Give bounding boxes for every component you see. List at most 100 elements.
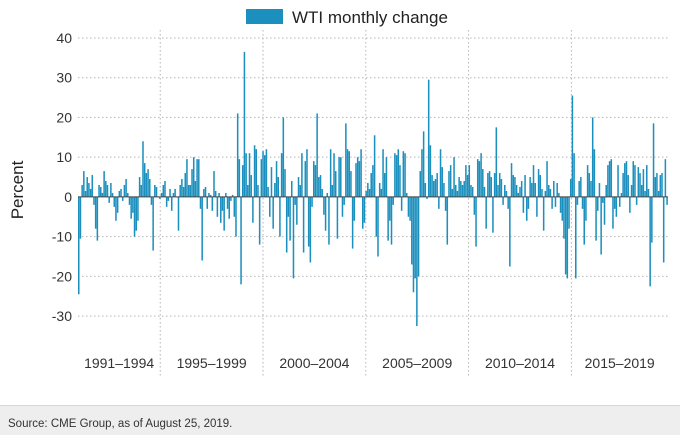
bar [485,196,487,229]
bar [507,196,509,209]
bar [613,196,616,209]
bar [657,190,660,197]
bar [460,181,462,197]
bar [600,196,602,255]
bar [480,153,482,197]
bar [618,196,621,207]
bar [382,149,384,197]
bar [130,196,132,219]
bar [578,181,580,197]
y-axis-label: Percent [8,160,27,219]
bar [453,157,455,197]
bar [116,196,119,213]
bar [635,196,638,205]
bar [419,171,422,197]
bar [287,196,290,217]
bar [647,188,650,197]
bar [446,196,449,245]
bar [411,196,413,265]
bar [223,196,225,231]
bar [115,196,117,221]
bar [536,196,538,217]
bar [172,192,175,197]
bar [488,171,491,197]
bar [586,165,589,197]
bar [632,161,635,197]
bar [247,184,249,197]
bar [399,165,401,197]
footer: Source: CME Group, as of August 25, 2019… [0,405,680,435]
bar [216,196,219,217]
bar [434,179,437,197]
bar [531,183,533,197]
bar [192,157,195,197]
bar [495,127,498,197]
bar [363,196,366,223]
source-note: Source: CME Group, as of August 25, 2019… [8,418,233,430]
x-tick-label: 2005–2009 [382,355,452,371]
y-tick-label: 30 [56,70,72,86]
bar [564,196,567,275]
bar [150,196,153,205]
bar [84,190,87,197]
bar [99,186,102,197]
bar [466,175,469,197]
bar [128,196,131,205]
bar [595,196,597,241]
bar [514,177,516,197]
bar [451,188,454,197]
bar [220,196,222,223]
bar [544,190,547,197]
bar [605,184,607,197]
bar [240,196,242,285]
bar [324,196,327,231]
bar [329,149,332,197]
bar [170,196,173,211]
bar [120,188,122,197]
bar [98,184,100,197]
bar [542,196,545,231]
bar [554,196,557,207]
bar [417,196,420,277]
bar [482,169,484,197]
bar [404,153,406,197]
bar [644,190,646,197]
bar [654,177,656,197]
bar [461,184,464,197]
bar [267,186,269,197]
bar [181,179,183,197]
bar [323,196,325,215]
bar [549,188,552,197]
bar [608,161,611,197]
bar [424,183,427,197]
bar [651,196,653,243]
bar [625,161,628,197]
bar [160,192,163,197]
bar [304,161,307,197]
bar [559,196,562,213]
bar [407,196,410,217]
bar [378,183,381,197]
bar [395,155,398,197]
bar [553,181,555,197]
bar [426,196,428,199]
bar-series [78,51,668,327]
bar [463,181,465,197]
bar [444,196,447,211]
bar [629,196,631,213]
bar [468,165,471,197]
bar [312,161,315,197]
bar [196,159,198,197]
bar [228,196,230,219]
bar [375,196,378,237]
bar [233,196,236,217]
bar [367,183,369,197]
bar [427,79,430,197]
bar [456,190,459,197]
bar [78,196,80,295]
bar [135,196,137,231]
bar [637,167,640,197]
bar [291,181,293,197]
bar [532,165,535,197]
bar [561,196,564,221]
